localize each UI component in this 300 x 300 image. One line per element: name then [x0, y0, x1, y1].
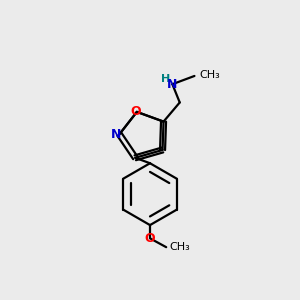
Text: H: H: [161, 74, 170, 84]
Text: CH₃: CH₃: [200, 70, 220, 80]
Text: CH₃: CH₃: [170, 242, 190, 252]
Text: N: N: [111, 128, 121, 141]
Text: O: O: [130, 105, 141, 118]
Text: N: N: [167, 78, 178, 91]
Text: O: O: [145, 232, 155, 245]
